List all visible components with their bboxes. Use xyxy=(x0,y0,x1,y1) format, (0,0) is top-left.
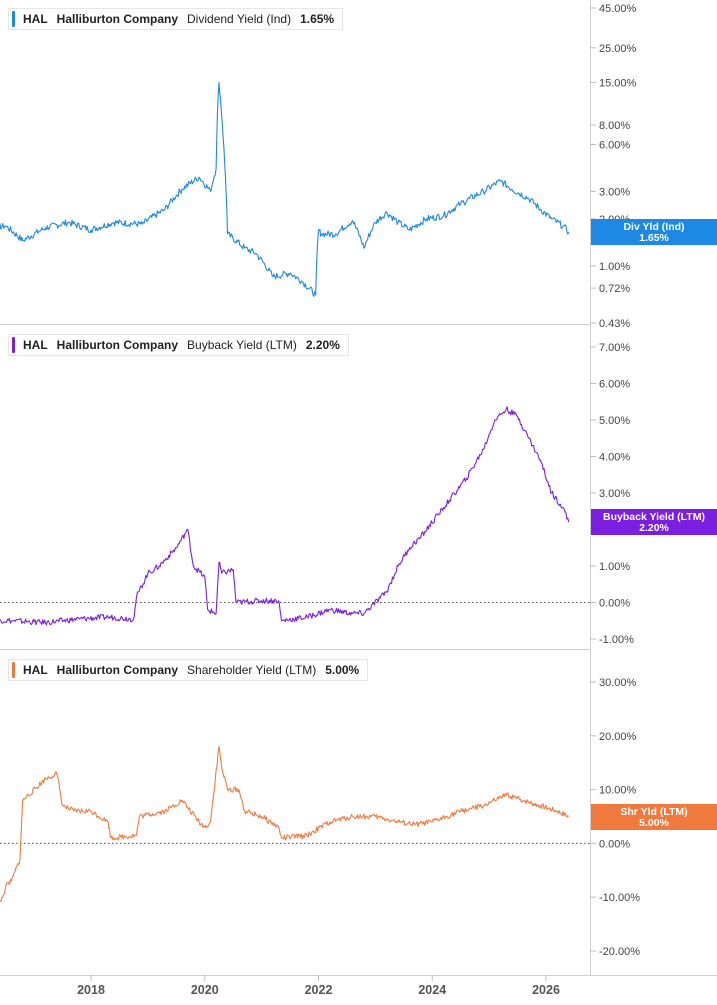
y-tick-label: 7.00% xyxy=(599,342,630,354)
y-tick-label: 25.00% xyxy=(599,43,637,55)
x-tick-label: 2026 xyxy=(532,983,560,997)
series-line xyxy=(0,406,570,626)
y-tick-label: 45.00% xyxy=(599,3,637,15)
series-line xyxy=(0,81,570,297)
y-tick-label: 5.00% xyxy=(599,415,630,427)
legend-value: 1.65% xyxy=(300,12,335,26)
y-tick-label: 1.00% xyxy=(599,561,630,573)
x-tick-label: 2020 xyxy=(191,983,219,997)
legend-company: Halliburton Company xyxy=(56,12,179,26)
legend-value: 2.20% xyxy=(305,338,340,352)
legend-buyback-yield: HAL Halliburton Company Buyback Yield (L… xyxy=(8,334,349,356)
y-tick-label: 8.00% xyxy=(599,120,630,132)
badge-value: 2.20% xyxy=(639,522,669,534)
legend-ticker: HAL xyxy=(23,663,48,677)
current-value-badge-0: Div Yld (Ind)1.65% xyxy=(591,219,717,245)
legend-company: Halliburton Company xyxy=(56,338,179,352)
series-color-swatch xyxy=(12,11,15,27)
x-tick-label: 2018 xyxy=(77,983,105,997)
badge-background xyxy=(591,219,717,245)
current-value-badge-2: Shr Yld (LTM)5.00% xyxy=(591,804,717,830)
legend-dividend-yield: HAL Halliburton Company Dividend Yield (… xyxy=(8,8,344,30)
current-value-badge-1: Buyback Yield (LTM)2.20% xyxy=(591,509,717,535)
badge-value: 1.65% xyxy=(639,232,669,244)
y-tick-label: -10.00% xyxy=(599,892,640,904)
series-line xyxy=(0,746,570,903)
y-tick-label: 20.00% xyxy=(599,731,637,743)
y-tick-label: 1.00% xyxy=(599,261,630,273)
panel-2: 30.00% 20.00% 10.00% 0.00% -10.00% -20.00% xyxy=(0,677,640,958)
legend-metric: Shareholder Yield (LTM) xyxy=(187,663,317,677)
badge-label: Div Yld (Ind) xyxy=(623,221,684,233)
badge-label: Shr Yld (LTM) xyxy=(620,806,687,818)
panel-0: 45.00%25.00%15.00%8.00%6.00%3.00%2.00%1.… xyxy=(0,3,637,330)
y-tick-label: 30.00% xyxy=(599,677,637,689)
y-tick-label: 6.00% xyxy=(599,139,630,151)
x-tick-label: 2022 xyxy=(305,983,333,997)
y-tick-label: -1.00% xyxy=(599,634,634,646)
legend-company: Halliburton Company xyxy=(56,663,179,677)
y-tick-label: 10.00% xyxy=(599,785,637,797)
badge-label: Buyback Yield (LTM) xyxy=(603,511,705,523)
y-tick-label: 6.00% xyxy=(599,379,630,391)
legend-ticker: HAL xyxy=(23,12,48,26)
series-color-swatch xyxy=(12,662,15,678)
y-tick-label: 0.00% xyxy=(599,598,630,610)
x-tick-label: 2024 xyxy=(418,983,446,997)
y-tick-label: 3.00% xyxy=(599,488,630,500)
legend-ticker: HAL xyxy=(23,338,48,352)
y-tick-label: 3.00% xyxy=(599,186,630,198)
y-tick-label: 0.43% xyxy=(599,318,630,330)
badge-background xyxy=(591,804,717,830)
legend-value: 5.00% xyxy=(325,663,360,677)
y-tick-label: 0.00% xyxy=(599,838,630,850)
legend-metric: Buyback Yield (LTM) xyxy=(187,338,297,352)
y-tick-label: 0.72% xyxy=(599,283,630,295)
y-tick-label: -20.00% xyxy=(599,946,640,958)
panel-1: 7.00% 6.00% 5.00% 4.00% 3.00% 1.00% 0.00% -1.00… xyxy=(0,342,634,646)
badge-value: 5.00% xyxy=(639,817,669,829)
badge-background xyxy=(591,509,717,535)
legend-metric: Dividend Yield (Ind) xyxy=(187,12,292,26)
legend-shareholder-yield: HAL Halliburton Company Shareholder Yiel… xyxy=(8,659,369,681)
series-color-swatch xyxy=(12,337,15,353)
y-tick-label: 15.00% xyxy=(599,77,637,89)
y-tick-label: 4.00% xyxy=(599,452,630,464)
